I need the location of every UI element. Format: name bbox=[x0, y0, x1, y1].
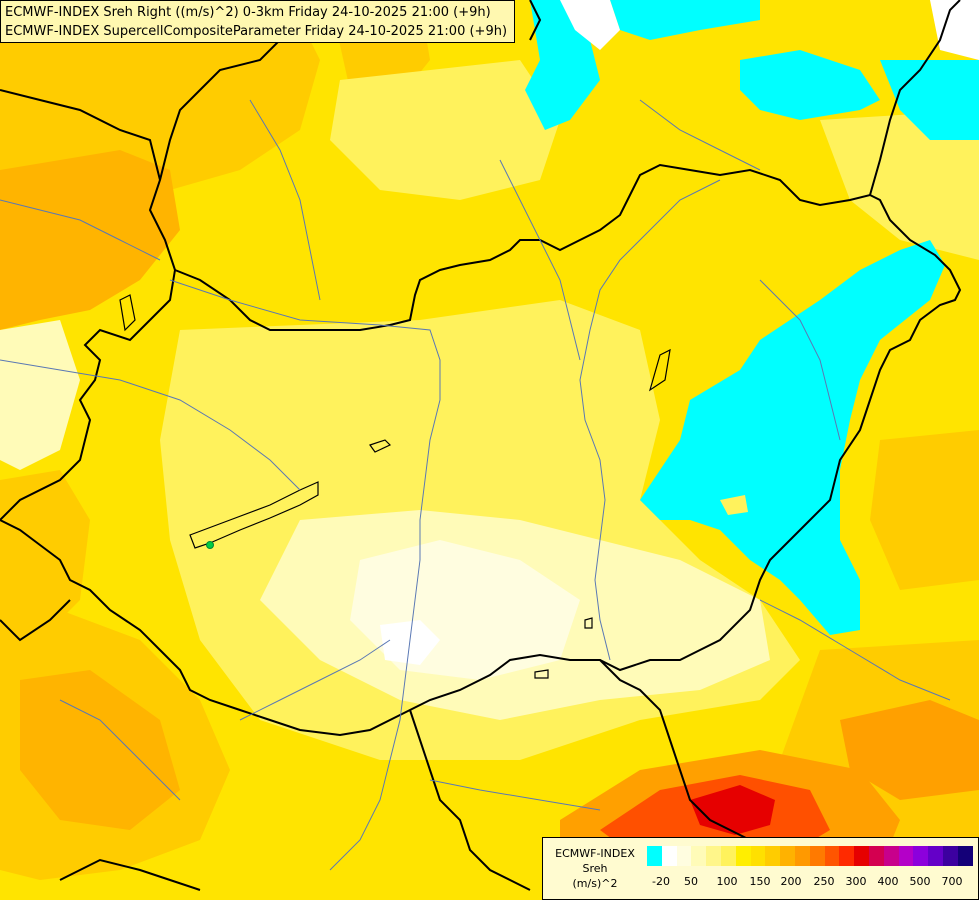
legend-swatch bbox=[913, 846, 929, 866]
legend-swatch bbox=[868, 846, 884, 866]
river-4 bbox=[759, 279, 841, 441]
location-marker[interactable] bbox=[206, 541, 214, 549]
river-6 bbox=[0, 199, 161, 261]
border-line-8 bbox=[0, 599, 71, 642]
legend-tick-label: 150 bbox=[749, 875, 771, 888]
legend-tick-label: 50 bbox=[684, 875, 698, 888]
legend-tick-label: 100 bbox=[716, 875, 738, 888]
field-orange-nw-2 bbox=[0, 150, 180, 330]
legend-swatch bbox=[765, 846, 781, 866]
field-white-ne bbox=[560, 0, 620, 50]
color-legend: ECMWF-INDEX Sreh (m/s)^2 -20 50 100 150 200 2… bbox=[542, 837, 979, 900]
legend-swatch bbox=[794, 846, 810, 866]
lake-small-1 bbox=[369, 439, 392, 453]
border-line-9 bbox=[59, 858, 201, 891]
legend-title-line-3: (m/s)^2 bbox=[572, 877, 618, 890]
river-1 bbox=[0, 359, 301, 491]
field-light-e bbox=[820, 110, 979, 260]
river-tisza bbox=[579, 179, 721, 661]
legend-swatch bbox=[957, 846, 973, 866]
legend-ticks: -20 50 100 150 200 250 300 400 500 700 bbox=[647, 875, 977, 891]
border-line-5 bbox=[409, 709, 531, 891]
field-yellow-hole bbox=[720, 495, 748, 515]
map-title-box: ECMWF-INDEX Sreh Right ((m/s)^2) 0-3km F… bbox=[0, 0, 515, 43]
legend-tick-label: 200 bbox=[780, 875, 802, 888]
river-7 bbox=[249, 99, 321, 301]
legend-swatch bbox=[854, 846, 869, 866]
river-8 bbox=[639, 99, 761, 171]
legend-tick-label: 300 bbox=[845, 875, 867, 888]
legend-swatch bbox=[750, 846, 766, 866]
field-orange-w bbox=[0, 470, 90, 650]
legend-swatch bbox=[824, 846, 840, 866]
legend-swatches bbox=[647, 846, 973, 866]
legend-swatch bbox=[735, 846, 751, 866]
lake-small-4 bbox=[534, 669, 549, 679]
legend-swatch bbox=[898, 846, 914, 866]
river-2 bbox=[239, 639, 391, 721]
river-10 bbox=[59, 699, 181, 801]
field-white-ne2 bbox=[930, 0, 979, 60]
legend-swatch bbox=[647, 846, 662, 866]
field-cyan-ne2 bbox=[610, 0, 760, 40]
legend-swatch bbox=[706, 846, 721, 866]
legend-title-line-2: Sreh bbox=[582, 862, 608, 875]
lake-small-2 bbox=[119, 294, 136, 332]
rivers bbox=[0, 99, 951, 871]
lake-small-5 bbox=[648, 348, 671, 392]
legend-swatch bbox=[839, 846, 855, 866]
legend-swatch bbox=[661, 846, 677, 866]
legend-tick-label: -20 bbox=[652, 875, 670, 888]
legend-tick-label: 400 bbox=[877, 875, 899, 888]
field-pale-west bbox=[0, 320, 80, 470]
border-line-7 bbox=[529, 0, 542, 41]
field-orange-e bbox=[870, 430, 979, 590]
field-red-s bbox=[690, 785, 775, 835]
field-cyan-east bbox=[640, 240, 945, 635]
field-cyan-ne3 bbox=[740, 50, 880, 120]
legend-swatch bbox=[928, 846, 943, 866]
river-3 bbox=[499, 159, 581, 361]
border-line-3 bbox=[0, 163, 962, 737]
legend-swatch bbox=[942, 846, 958, 866]
legend-swatch bbox=[720, 846, 736, 866]
lake-small-3 bbox=[584, 617, 593, 629]
river-5 bbox=[429, 779, 601, 811]
border-line-4 bbox=[599, 659, 751, 841]
legend-swatch bbox=[883, 846, 899, 866]
legend-swatch bbox=[780, 846, 795, 866]
border-line-1 bbox=[0, 89, 177, 521]
map-title-line-2: ECMWF-INDEX SupercellCompositeParameter … bbox=[5, 24, 508, 39]
legend-tick-label: 500 bbox=[909, 875, 931, 888]
field-orange-sw-deep bbox=[20, 670, 180, 830]
legend-tick-label: 250 bbox=[813, 875, 835, 888]
field-orange-se2 bbox=[840, 700, 979, 800]
river-danube bbox=[169, 279, 441, 871]
river-9 bbox=[759, 599, 951, 701]
legend-title-line-1: ECMWF-INDEX bbox=[555, 847, 635, 860]
border-line-6 bbox=[869, 0, 961, 196]
legend-swatch bbox=[676, 846, 692, 866]
map-title-line-1: ECMWF-INDEX Sreh Right ((m/s)^2) 0-3km F… bbox=[5, 5, 491, 20]
legend-tick-label: 700 bbox=[941, 875, 963, 888]
legend-title: ECMWF-INDEX Sreh (m/s)^2 bbox=[545, 846, 645, 891]
field-cyan-ne4 bbox=[880, 60, 979, 140]
legend-swatch bbox=[691, 846, 707, 866]
legend-swatch bbox=[809, 846, 825, 866]
